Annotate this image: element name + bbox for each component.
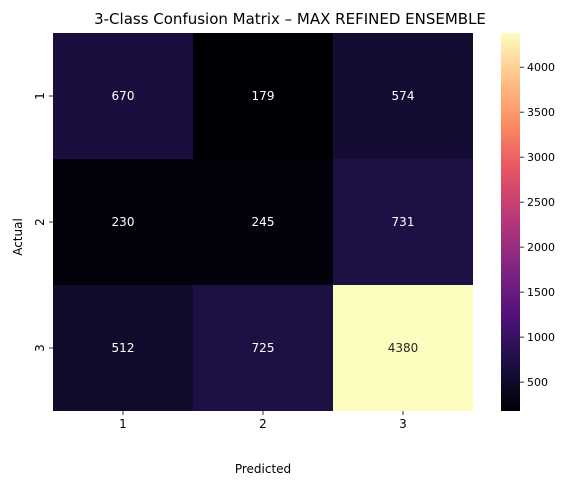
colorbar: 500 1000 1500 2000 2500 3000 3500 4000 xyxy=(501,33,555,411)
cell-value-label: 670 xyxy=(112,89,135,103)
cell-value-label: 725 xyxy=(252,341,275,355)
heatmap-cells xyxy=(53,33,473,411)
cell-value-label: 731 xyxy=(392,215,415,229)
y-tick-label: 2 xyxy=(33,218,47,226)
heatmap-cell xyxy=(193,285,333,411)
y-tick-label: 3 xyxy=(33,344,47,352)
heatmap-cell xyxy=(333,33,473,159)
x-tick-label: 3 xyxy=(399,417,407,431)
heatmap-cell xyxy=(333,285,473,411)
colorbar-tick-label: 500 xyxy=(527,376,548,389)
heatmap-cell xyxy=(193,33,333,159)
cell-value-label: 245 xyxy=(252,215,275,229)
heatmap-cell xyxy=(53,285,193,411)
cell-value-label: 4380 xyxy=(388,341,419,355)
heatmap-cell xyxy=(53,159,193,285)
y-axis: 1 2 3 xyxy=(33,92,53,352)
x-tick-label: 2 xyxy=(259,417,267,431)
colorbar-tick-label: 2500 xyxy=(527,196,555,209)
colorbar-tick-label: 1000 xyxy=(527,331,555,344)
cell-value-label: 574 xyxy=(392,89,415,103)
heatmap-cell xyxy=(193,159,333,285)
heatmap-cell xyxy=(333,159,473,285)
cell-value-label: 512 xyxy=(112,341,135,355)
colorbar-tick-label: 3000 xyxy=(527,151,555,164)
colorbar-tick-label: 4000 xyxy=(527,61,555,74)
colorbar-gradient xyxy=(501,33,520,411)
x-axis: 1 2 3 xyxy=(119,411,407,431)
y-axis-label: Actual xyxy=(11,218,25,256)
cell-value-label: 179 xyxy=(252,89,275,103)
colorbar-tick-label: 1500 xyxy=(527,286,555,299)
chart-title: 3-Class Confusion Matrix – MAX REFINED E… xyxy=(94,10,486,28)
x-tick-label: 1 xyxy=(119,417,127,431)
cell-value-label: 230 xyxy=(112,215,135,229)
y-tick-label: 1 xyxy=(33,92,47,100)
heatmap-cell xyxy=(53,33,193,159)
colorbar-tick-label: 2000 xyxy=(527,241,555,254)
heatmap-cell-labels: 670 179 574 230 245 731 512 725 4380 xyxy=(112,89,419,355)
x-axis-label: Predicted xyxy=(235,462,291,476)
colorbar-tick-label: 3500 xyxy=(527,106,555,119)
